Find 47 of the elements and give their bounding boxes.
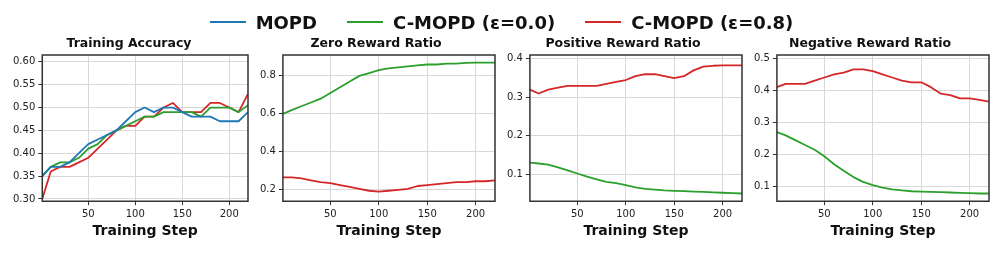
x-tick-label: 200 <box>713 207 733 219</box>
x-tick-label: 150 <box>664 207 684 219</box>
y-tick-label: 0.1 <box>507 167 523 179</box>
x-axis-title: Training Step <box>336 222 442 239</box>
legend-label: C-MOPD (ε=0.0) <box>393 11 556 33</box>
y-tick-label: 0.40 <box>13 146 36 158</box>
x-tick-label: 100 <box>616 207 636 219</box>
y-tick-label: 0.45 <box>13 123 36 135</box>
chart-title: Negative Reward Ratio <box>788 34 952 50</box>
y-tick-label: 0.60 <box>13 55 36 67</box>
y-tick-label: 0.3 <box>754 116 770 128</box>
legend-label: MOPD <box>255 11 318 33</box>
y-tick-label: 0.2 <box>507 129 523 141</box>
x-tick-label: 200 <box>466 207 486 219</box>
x-tick-label: 100 <box>125 207 145 219</box>
x-tick-label: 50 <box>817 207 831 219</box>
x-tick-label: 200 <box>960 207 980 219</box>
y-tick-label: 0.4 <box>754 83 770 95</box>
x-axis-title: Training Step <box>583 222 689 239</box>
y-tick-label: 0.1 <box>754 180 770 192</box>
chart-title: Positive Reward Ratio <box>545 34 701 50</box>
x-tick-label: 150 <box>172 207 192 219</box>
y-tick-label: 0.3 <box>507 90 523 102</box>
y-tick-label: 0.8 <box>260 69 276 81</box>
y-tick-label: 0.6 <box>260 107 276 119</box>
y-tick-label: 0.2 <box>260 183 276 195</box>
x-tick-label: 150 <box>911 207 931 219</box>
y-tick-label: 0.2 <box>754 148 770 160</box>
y-tick-label: 0.35 <box>13 169 36 181</box>
y-tick-label: 0.5 <box>754 51 770 63</box>
x-tick-label: 50 <box>323 207 337 219</box>
x-axis-title: Training Step <box>92 222 198 239</box>
x-axis-title: Training Step <box>830 222 936 239</box>
y-tick-label: 0.30 <box>13 192 36 204</box>
legend-label: C-MOPD (ε=0.8) <box>631 11 794 33</box>
x-tick-label: 200 <box>219 207 239 219</box>
x-tick-label: 50 <box>81 207 95 219</box>
chart-title: Zero Reward Ratio <box>310 34 442 50</box>
chart-title: Training Accuracy <box>66 34 192 50</box>
y-tick-label: 0.4 <box>260 145 276 157</box>
x-tick-label: 150 <box>417 207 437 219</box>
x-tick-label: 100 <box>863 207 883 219</box>
y-tick-label: 0.55 <box>13 78 36 90</box>
x-tick-label: 100 <box>369 207 389 219</box>
x-tick-label: 50 <box>570 207 584 219</box>
y-tick-label: 0.50 <box>13 101 36 113</box>
y-tick-label: 0.4 <box>507 52 523 64</box>
